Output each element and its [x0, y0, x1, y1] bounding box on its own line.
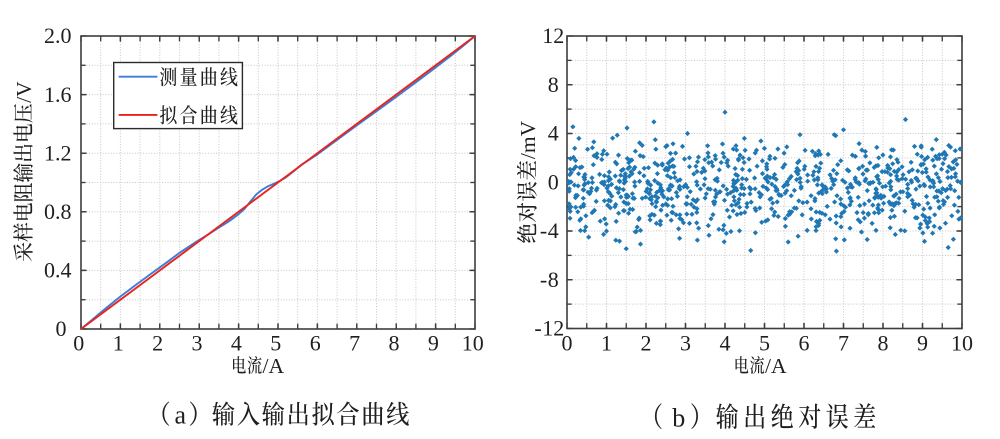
svg-text:6: 6 [799, 331, 810, 356]
svg-text:0: 0 [56, 316, 67, 341]
svg-text:8: 8 [548, 72, 559, 97]
svg-text:1: 1 [113, 331, 124, 356]
svg-text:0.8: 0.8 [44, 199, 72, 224]
svg-text:7: 7 [838, 331, 849, 356]
svg-text:4: 4 [548, 218, 559, 243]
svg-text:1.6: 1.6 [44, 82, 72, 107]
svg-text:2.0: 2.0 [44, 23, 72, 48]
svg-text:/mV: /mV [516, 120, 540, 159]
svg-text:6: 6 [310, 331, 321, 356]
svg-text:/V: /V [12, 81, 36, 103]
svg-text:3: 3 [680, 331, 691, 356]
svg-text:8: 8 [878, 331, 889, 356]
svg-text:9: 9 [917, 331, 928, 356]
svg-text:8: 8 [389, 331, 400, 356]
svg-text:8: 8 [548, 267, 559, 292]
svg-text:0.4: 0.4 [44, 258, 72, 283]
svg-text:4: 4 [231, 331, 242, 356]
svg-text:a: a [175, 401, 187, 430]
svg-text:3: 3 [192, 331, 203, 356]
svg-text:2: 2 [641, 331, 652, 356]
svg-text:1: 1 [601, 331, 612, 356]
svg-text:9: 9 [428, 331, 439, 356]
svg-text:2: 2 [152, 331, 163, 356]
svg-text:5: 5 [270, 331, 281, 356]
svg-text:-: - [540, 218, 547, 243]
svg-text:5: 5 [759, 331, 770, 356]
svg-text:/A: /A [765, 354, 787, 378]
svg-text:10: 10 [462, 331, 484, 356]
svg-text:1.2: 1.2 [44, 140, 72, 165]
svg-text:-: - [540, 267, 547, 292]
svg-text:12: 12 [542, 316, 564, 341]
svg-text:b: b [672, 404, 685, 433]
svg-text:0: 0 [562, 331, 573, 356]
svg-text:0: 0 [548, 169, 559, 194]
svg-text:4: 4 [720, 331, 731, 356]
svg-text:7: 7 [349, 331, 360, 356]
svg-text:/A: /A [263, 354, 285, 378]
svg-text:10: 10 [951, 331, 973, 356]
svg-text:-: - [534, 316, 541, 341]
svg-text:0: 0 [73, 331, 84, 356]
svg-text:4: 4 [548, 121, 559, 146]
svg-text:12: 12 [542, 23, 564, 48]
